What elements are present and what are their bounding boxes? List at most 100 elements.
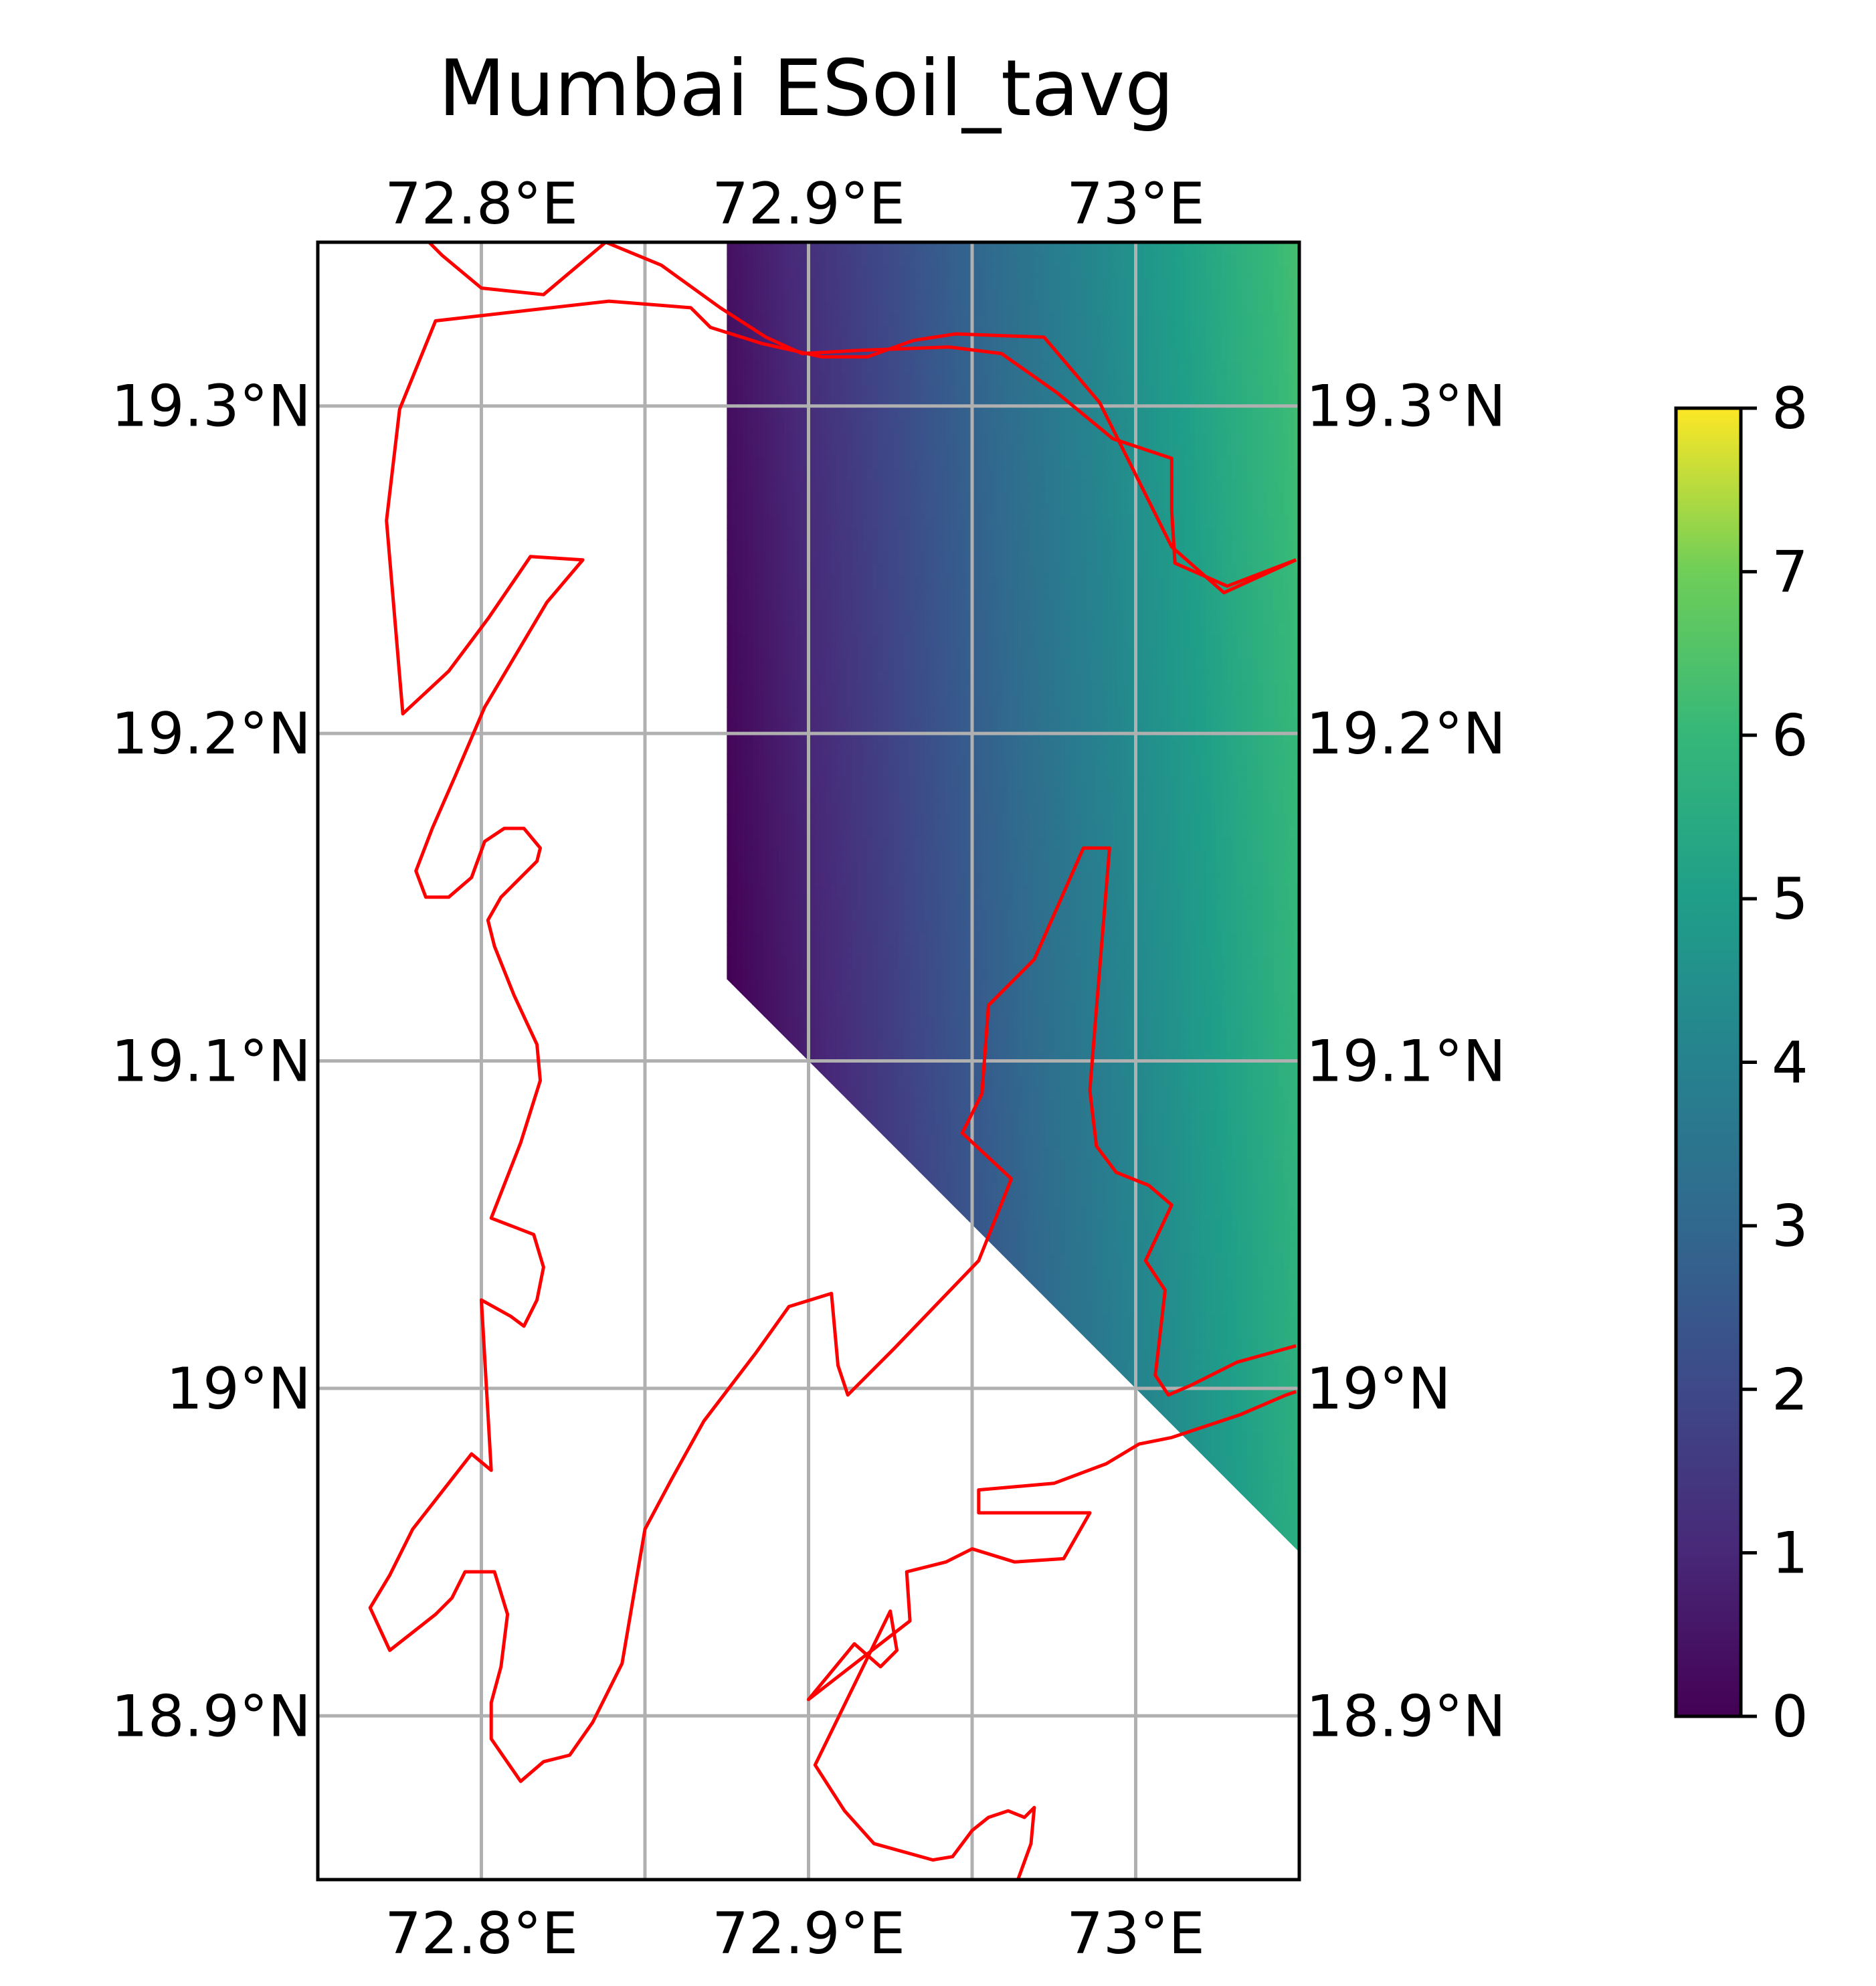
- field-cell: [747, 361, 753, 374]
- field-cell: [955, 1301, 962, 1315]
- field-cell: [877, 647, 884, 660]
- field-cell: [768, 397, 775, 410]
- field-cell: [872, 373, 878, 386]
- field-cell: [800, 1242, 806, 1255]
- field-cell: [856, 456, 863, 469]
- field-cell: [757, 992, 764, 1005]
- field-cell: [888, 802, 894, 815]
- field-cell: [950, 1266, 957, 1279]
- field-cell: [914, 397, 920, 410]
- field-cell: [914, 635, 920, 648]
- field-cell: [830, 1028, 837, 1041]
- field-cell: [888, 528, 894, 541]
- field-cell: [794, 588, 800, 600]
- field-cell: [961, 468, 967, 481]
- field-cell: [742, 909, 749, 922]
- field-cell: [830, 933, 837, 945]
- field-cell: [737, 1278, 743, 1291]
- field-cell: [742, 1159, 749, 1172]
- field-cell: [945, 397, 951, 410]
- field-cell: [783, 1004, 790, 1017]
- field-cell: [898, 1492, 905, 1506]
- field-cell: [846, 766, 852, 779]
- field-cell: [768, 1504, 775, 1518]
- field-cell: [945, 921, 951, 933]
- field-cell: [877, 301, 884, 314]
- field-cell: [909, 1004, 915, 1017]
- field-cell: [742, 1242, 749, 1255]
- field-cell: [830, 695, 837, 707]
- field-cell: [737, 849, 743, 863]
- field-cell: [935, 873, 941, 886]
- field-cell: [924, 313, 931, 327]
- field-cell: [950, 1314, 957, 1327]
- field-cell: [841, 1457, 847, 1469]
- field-cell: [830, 742, 837, 755]
- field-cell: [882, 670, 889, 684]
- field-cell: [800, 1075, 806, 1089]
- field-cell: [841, 1492, 847, 1506]
- field-cell: [950, 1301, 957, 1315]
- field-cell: [815, 814, 822, 826]
- field-cell: [950, 1290, 957, 1303]
- field-cell: [836, 1504, 842, 1518]
- field-cell: [919, 861, 925, 875]
- field-cell: [856, 1338, 863, 1350]
- field-cell: [815, 670, 822, 684]
- field-cell: [737, 670, 743, 684]
- field-cell: [898, 1469, 905, 1481]
- field-cell: [830, 968, 837, 982]
- field-cell: [737, 635, 743, 648]
- field-cell: [872, 754, 878, 767]
- field-cell: [841, 1028, 847, 1041]
- field-cell: [742, 1528, 749, 1541]
- field-cell: [794, 635, 800, 648]
- field-cell: [763, 1099, 769, 1112]
- field-cell: [872, 313, 878, 327]
- field-cell: [815, 873, 822, 886]
- field-cell: [789, 695, 795, 707]
- field-cell: [826, 1504, 832, 1518]
- field-cell: [955, 730, 962, 743]
- field-cell: [727, 1111, 733, 1124]
- field-cell: [794, 551, 800, 565]
- field-cell: [768, 1540, 775, 1552]
- field-cell: [867, 1397, 873, 1410]
- field-cell: [783, 1492, 790, 1506]
- field-cell: [914, 1469, 920, 1481]
- field-cell: [779, 1445, 785, 1458]
- field-cell: [903, 766, 910, 779]
- field-cell: [882, 1254, 889, 1267]
- field-cell: [903, 528, 910, 541]
- field-cell: [929, 778, 936, 791]
- field-cell: [737, 325, 743, 339]
- field-cell: [732, 1361, 738, 1374]
- field-cell: [888, 242, 894, 255]
- field-cell: [945, 1242, 951, 1255]
- field-cell: [763, 1087, 769, 1101]
- field-cell: [737, 1301, 743, 1315]
- field-cell: [867, 814, 873, 826]
- field-cell: [893, 254, 899, 267]
- field-cell: [800, 1326, 806, 1339]
- field-cell: [830, 313, 837, 327]
- field-cell: [961, 551, 967, 565]
- field-cell: [763, 1445, 769, 1458]
- field-cell: [940, 1338, 946, 1350]
- field-cell: [732, 992, 738, 1005]
- field-cell: [815, 1254, 822, 1267]
- field-cell: [955, 325, 962, 339]
- field-cell: [768, 718, 775, 731]
- field-cell: [732, 1040, 738, 1053]
- field-cell: [830, 373, 837, 386]
- field-cell: [742, 385, 749, 398]
- field-cell: [872, 1028, 878, 1041]
- field-cell: [924, 1326, 931, 1339]
- field-cell: [846, 1147, 852, 1160]
- field-cell: [862, 635, 868, 648]
- field-cell: [789, 504, 795, 517]
- field-cell: [924, 623, 931, 636]
- field-cell: [909, 980, 915, 993]
- field-cell: [763, 1123, 769, 1136]
- field-cell: [909, 373, 915, 386]
